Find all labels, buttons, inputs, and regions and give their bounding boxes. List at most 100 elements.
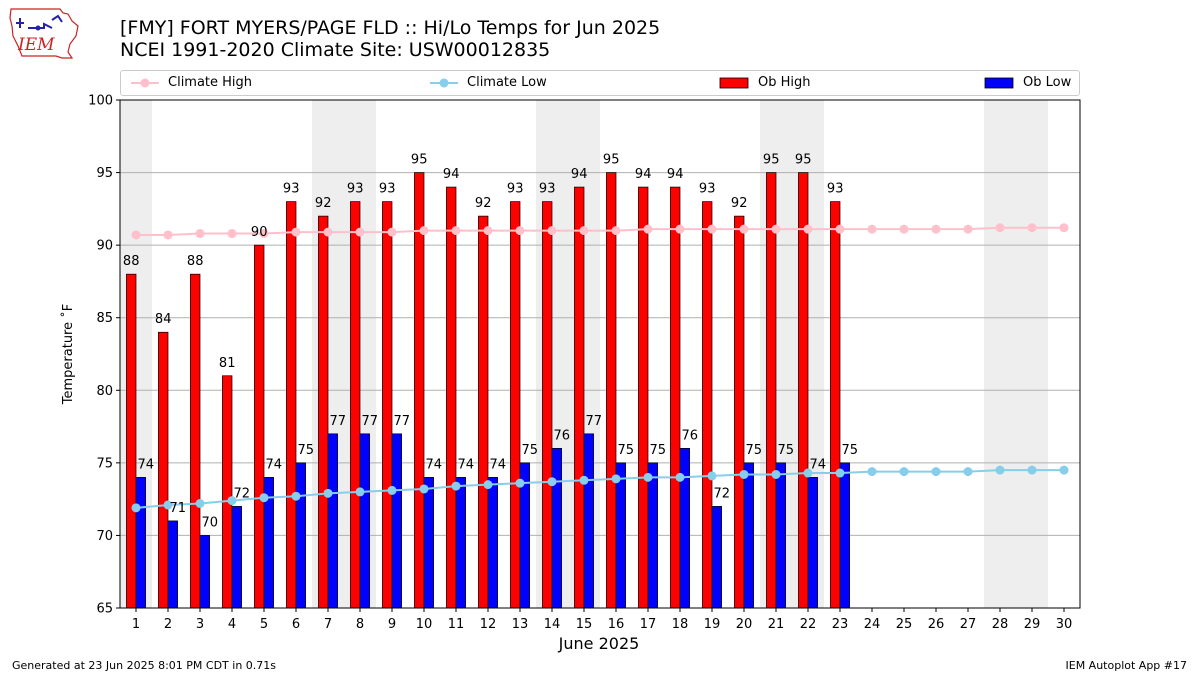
x-tick-label: 20 (736, 617, 753, 632)
ob-high-label: 95 (411, 153, 428, 168)
ob-low-bar (231, 506, 242, 609)
ob-high-label: 93 (347, 182, 364, 197)
climate-low-point (643, 472, 653, 482)
ob-low-label: 71 (170, 501, 187, 516)
ob-low-bar (263, 477, 274, 609)
ob-high-bar (478, 215, 489, 609)
x-tick-label: 22 (800, 617, 817, 632)
y-tick-label: 95 (96, 166, 113, 181)
ob-low-bar (551, 447, 562, 609)
climate-high-point (643, 224, 653, 234)
ob-low-bar (519, 462, 530, 609)
climate-high-line (136, 226, 1064, 236)
x-tick-label: 12 (480, 617, 497, 632)
climate-high-point (195, 229, 205, 239)
ob-high-bar (318, 215, 329, 609)
x-tick-label: 1 (132, 617, 140, 632)
ob-low-label: 77 (330, 414, 347, 429)
ob-low-label: 76 (554, 428, 571, 443)
ob-low-label: 75 (650, 443, 667, 458)
footer-generated-text: Generated at 23 Jun 2025 8:01 PM CDT in … (12, 659, 277, 672)
ob-high-bar (286, 201, 297, 609)
climate-low-point (803, 468, 813, 478)
climate-high-point (675, 224, 685, 234)
ob-high-label: 94 (635, 167, 652, 182)
legend-label-climate-high: Climate High (168, 75, 253, 90)
y-tick-label: 85 (96, 311, 113, 326)
ob-low-bar (711, 506, 722, 609)
climate-high-point (611, 226, 621, 236)
x-tick-label: 6 (292, 617, 300, 632)
ob-high-label: 93 (827, 182, 844, 197)
climate-high-point (771, 224, 781, 234)
climate-low-point (451, 481, 461, 491)
x-tick-label: 13 (512, 617, 529, 632)
y-tick-label: 65 (96, 602, 113, 617)
climate-high-point (259, 229, 269, 239)
ob-high-bar (574, 186, 585, 609)
climate-high-point (1027, 223, 1037, 233)
climate-low-point (771, 469, 781, 479)
climate-low-point (931, 467, 941, 477)
climate-low-point (867, 467, 877, 477)
climate-low-point (483, 480, 493, 490)
ob-high-bar (350, 201, 361, 609)
x-tick-label: 29 (1024, 617, 1041, 632)
climate-low-point (995, 465, 1005, 475)
ob-low-bar (807, 477, 818, 609)
ob-low-bar (615, 462, 626, 609)
ob-high-label: 84 (155, 312, 172, 327)
x-axis-label: June 2025 (558, 634, 640, 653)
ob-low-label: 72 (234, 486, 251, 501)
climate-low-point (1059, 465, 1069, 475)
ob-high-label: 92 (315, 196, 332, 211)
x-tick-label: 28 (992, 617, 1009, 632)
ob-low-label: 75 (746, 443, 763, 458)
climate-low-point (1027, 465, 1037, 475)
climate-low-point (323, 488, 333, 498)
ob-low-label: 74 (426, 457, 443, 472)
ob-high-bar (382, 201, 393, 609)
x-tick-label: 15 (576, 617, 593, 632)
ob-high-label: 93 (507, 182, 524, 197)
ob-high-label: 93 (699, 182, 716, 197)
climate-low-point (163, 500, 173, 510)
ob-low-label: 74 (138, 457, 155, 472)
climate-high-point (451, 226, 461, 236)
climate-high-point (355, 227, 365, 237)
weekend-shading (120, 100, 152, 608)
x-tick-label: 27 (960, 617, 977, 632)
climate-high-point (739, 224, 749, 234)
x-tick-label: 11 (448, 617, 465, 632)
weekend-shading (984, 100, 1048, 608)
x-tick-label: 18 (672, 617, 689, 632)
ob-low-bar (391, 433, 402, 609)
climate-high-point (163, 230, 173, 240)
x-tick-label: 10 (416, 617, 433, 632)
ob-high-label: 93 (539, 182, 556, 197)
ob-high-bar (702, 201, 713, 609)
climate-low-point (419, 484, 429, 494)
ob-high-label: 94 (571, 167, 588, 182)
ob-high-label: 93 (379, 182, 396, 197)
x-tick-label: 7 (324, 617, 332, 632)
climate-low-point (547, 477, 557, 487)
climate-low-point (387, 485, 397, 495)
y-tick-label: 80 (96, 384, 113, 399)
x-tick-label: 21 (768, 617, 785, 632)
x-tick-label: 25 (896, 617, 913, 632)
ob-high-label: 94 (443, 167, 460, 182)
climate-low-point (739, 469, 749, 479)
ob-low-bar (295, 462, 306, 609)
weekend-shading (760, 100, 824, 608)
ob-high-label: 90 (251, 225, 268, 240)
ob-low-bar (327, 433, 338, 609)
ob-low-bar (167, 520, 178, 609)
climate-high-point (131, 230, 141, 240)
ob-low-label: 77 (362, 414, 379, 429)
ob-low-label: 76 (682, 428, 699, 443)
ob-high-label: 88 (187, 254, 204, 269)
ob-high-label: 92 (731, 196, 748, 211)
climate-high-point (483, 226, 493, 236)
ob-high-bar (606, 172, 617, 609)
